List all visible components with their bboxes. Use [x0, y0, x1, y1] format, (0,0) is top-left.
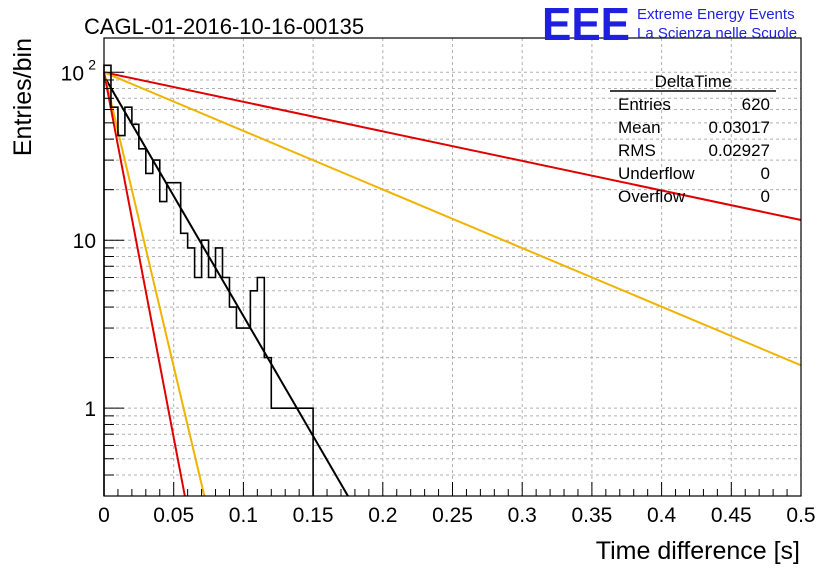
- stats-box: DeltaTime Entries 620 Mean 0.03017 RMS 0…: [610, 72, 776, 206]
- y-tick-label: 10: [73, 230, 96, 253]
- stats-value-overflow: 0: [761, 187, 770, 206]
- y-tick-label: 1: [84, 398, 96, 421]
- stats-label-entries: Entries: [618, 95, 671, 114]
- y-axis-label: Entries/bin: [9, 38, 37, 156]
- stats-label-rms: RMS: [618, 141, 656, 160]
- x-tick-label: 0.45: [711, 504, 752, 527]
- x-tick-label: 0.4: [647, 504, 677, 527]
- x-tick-label: 0.3: [508, 504, 537, 527]
- x-tick-label: 0.05: [153, 504, 194, 527]
- stats-title: DeltaTime: [655, 72, 732, 91]
- stats-value-entries: 620: [742, 95, 770, 114]
- stats-label-mean: Mean: [618, 118, 661, 137]
- eee-logo: EEE: [542, 0, 630, 50]
- x-tick-label: 0.5: [786, 504, 815, 527]
- x-tick-label: 0.35: [571, 504, 612, 527]
- fit-curve: [103, 71, 802, 221]
- stats-value-mean: 0.03017: [709, 118, 770, 137]
- x-tick-label: 0: [98, 504, 110, 527]
- logo-line-1: Extreme Energy Events: [637, 6, 795, 23]
- stats-label-overflow: Overflow: [618, 187, 686, 206]
- x-axis-label: Time difference [s]: [596, 537, 800, 565]
- x-tick-labels: 0 0.05 0.1 0.15 0.2 0.25 0.3 0.35 0.4 0.45 0.5: [98, 504, 815, 527]
- x-tick-label: 0.15: [293, 504, 334, 527]
- x-tick-label: 0.2: [368, 504, 397, 527]
- y-tick-label: 10: [61, 62, 84, 85]
- fit-curve: [103, 71, 802, 367]
- stats-value-underflow: 0: [761, 164, 770, 183]
- fit-curve: [103, 75, 349, 497]
- fit-curve: [103, 72, 206, 497]
- chart-title: CAGL-01-2016-10-16-00135: [84, 14, 364, 39]
- histogram-series: [103, 64, 314, 496]
- histogram-bins: [103, 64, 314, 496]
- stats-label-underflow: Underflow: [618, 164, 695, 183]
- fit-curve: [103, 72, 186, 497]
- stats-value-rms: 0.02927: [709, 141, 770, 160]
- axis-ticks: [103, 71, 802, 497]
- fit-curves: [103, 71, 802, 497]
- x-tick-label: 0.25: [432, 504, 473, 527]
- y-tick-label-exponent: 2: [88, 56, 96, 72]
- x-tick-label: 0.1: [229, 504, 258, 527]
- logo-line-2: La Scienza nelle Scuole: [637, 25, 797, 42]
